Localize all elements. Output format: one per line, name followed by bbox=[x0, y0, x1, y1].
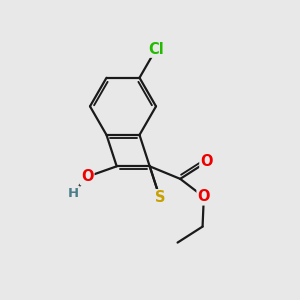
Text: O: O bbox=[81, 169, 93, 184]
Text: H: H bbox=[68, 187, 79, 200]
Text: S: S bbox=[154, 190, 165, 205]
Text: Cl: Cl bbox=[148, 42, 164, 57]
Text: O: O bbox=[200, 154, 213, 169]
Text: O: O bbox=[198, 189, 210, 204]
